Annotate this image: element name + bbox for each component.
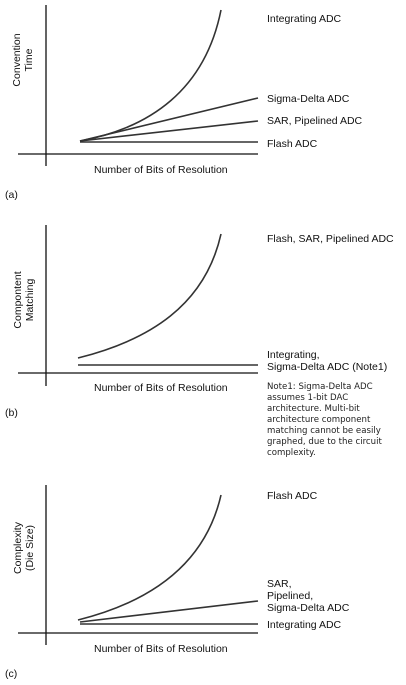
panel-b-note-line: architecture. Multi-bit [267, 404, 360, 414]
panel-c-ylabel-1: Complexity [12, 521, 24, 574]
panel-a-label-flash: Flash ADC [267, 138, 318, 150]
panel-c-xlabel: Number of Bits of Resolution [94, 643, 228, 655]
panel-c: Complexity (Die Size) Flash ADC SAR, Pip… [5, 485, 350, 680]
panel-b-label-flash-sar-pipelined: Flash, SAR, Pipelined ADC [267, 233, 394, 245]
panel-b-label-sigma-delta-note1: Sigma-Delta ADC (Note1) [267, 361, 387, 373]
panel-b-note-line: Note1: Sigma-Delta ADC [267, 382, 373, 392]
panel-b-xlabel: Number of Bits of Resolution [94, 382, 228, 394]
panel-c-ylabel-2: (Die Size) [24, 525, 36, 571]
panel-a-label-integrating: Integrating ADC [267, 13, 342, 25]
panel-a-series-sar-pipelined-line [79, 120, 259, 142]
panel-c-series-sar-pipelined-sigma-delta-line [79, 600, 259, 623]
panel-b-series-flash-sar-pipelined-curve [77, 233, 222, 359]
panel-a-ylabel-2: Time [23, 48, 35, 71]
panel-a: Convention Time Integrating ADC Sigma-De… [5, 5, 363, 201]
panel-b-ylabel-1: Compontent [12, 271, 24, 328]
panel-a-series-integrating-curve [79, 9, 222, 142]
panel-b-note-line: complexity. [267, 448, 316, 458]
panel-a-xlabel: Number of Bits of Resolution [94, 164, 228, 176]
panel-b-note: Note1: Sigma-Delta ADC assumes 1-bit DAC… [267, 382, 382, 458]
panel-b-note-line: assumes 1-bit DAC [267, 393, 348, 403]
panel-c-series-flash-curve [77, 494, 222, 621]
panel-b-tag: (b) [5, 407, 18, 419]
panel-b-note-line: matching cannot be easily [267, 426, 381, 436]
panel-c-label-pipelined: Pipelined, [267, 590, 313, 602]
panel-c-tag: (c) [5, 668, 17, 680]
panel-b-note-line: graphed, due to the circuit [267, 437, 382, 447]
panel-a-series-sigma-delta-line [79, 97, 259, 142]
panel-a-label-sar-pipelined: SAR, Pipelined ADC [267, 115, 363, 127]
panel-a-tag: (a) [5, 189, 18, 201]
panel-c-label-integrating: Integrating ADC [267, 619, 342, 631]
panel-c-label-sigma-delta: Sigma-Delta ADC [267, 602, 350, 614]
panel-b-ylabel-2: Matching [24, 279, 36, 322]
panel-b-note-line: architecture component [267, 415, 371, 425]
panel-a-label-sigma-delta: Sigma-Delta ADC [267, 93, 350, 105]
panel-b-label-integrating: Integrating, [267, 349, 320, 361]
panel-a-ylabel-1: Convention [11, 33, 23, 86]
panel-b: Compontent Matching Flash, SAR, Pipeline… [5, 225, 394, 458]
panel-c-label-sar: SAR, [267, 578, 292, 590]
panel-c-label-flash: Flash ADC [267, 490, 318, 502]
